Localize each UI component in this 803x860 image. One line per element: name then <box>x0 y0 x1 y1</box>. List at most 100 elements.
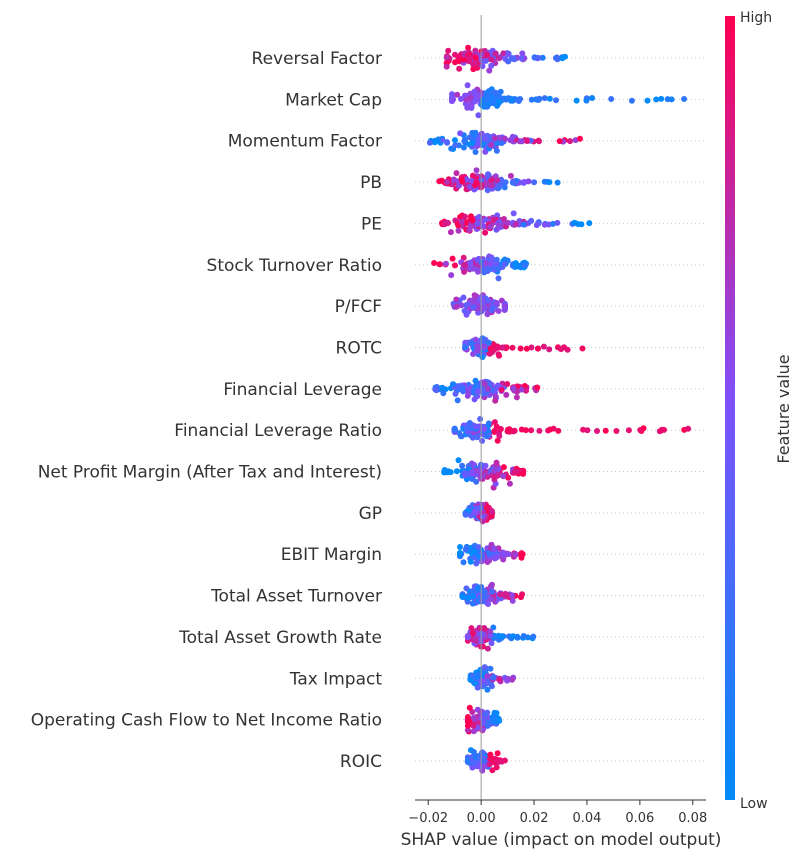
shap-point <box>457 130 464 137</box>
shap-point <box>488 596 495 603</box>
shap-point <box>485 339 492 346</box>
shap-point <box>463 425 470 432</box>
shap-point <box>469 672 476 679</box>
shap-point <box>436 261 443 268</box>
shap-point <box>559 55 566 62</box>
shap-point <box>454 397 461 404</box>
shap-point <box>491 135 498 142</box>
shap-point <box>492 397 499 404</box>
feature-rows: Reversal Factor Market Cap Momentum Factor… <box>31 44 706 774</box>
shap-point <box>518 550 525 557</box>
shap-point <box>498 181 504 187</box>
feature-row: Total Asset Turnover <box>210 581 706 607</box>
shap-point <box>469 469 476 476</box>
shap-point <box>463 176 470 183</box>
shap-point <box>579 345 586 352</box>
shap-point <box>555 427 562 434</box>
shap-point <box>481 625 488 632</box>
shap-point <box>471 396 478 403</box>
shap-point <box>465 301 472 307</box>
shap-point <box>613 428 620 434</box>
feature-row: PB <box>360 167 706 194</box>
shap-point <box>573 97 580 104</box>
shap-point <box>479 749 486 756</box>
shap-point <box>449 97 455 104</box>
shap-point <box>481 678 487 685</box>
shap-point <box>547 426 554 433</box>
shap-point <box>518 55 525 62</box>
shap-point <box>460 262 467 268</box>
feature-label: P/FCF <box>335 297 382 317</box>
x-tick-label: −0.02 <box>408 811 448 826</box>
shap-point <box>483 181 490 188</box>
shap-point <box>470 304 477 311</box>
shap-point <box>528 96 535 103</box>
shap-point <box>469 600 476 607</box>
shap-point <box>546 346 553 353</box>
shap-point <box>444 139 451 146</box>
shap-point <box>484 51 491 58</box>
shap-point <box>528 217 535 224</box>
shap-point <box>479 63 486 70</box>
shap-point <box>488 62 495 69</box>
shap-point <box>488 640 495 647</box>
shap-point <box>476 671 483 678</box>
feature-row: Total Asset Growth Rate <box>178 624 706 652</box>
shap-point <box>510 428 517 435</box>
shap-point <box>491 546 498 553</box>
shap-point <box>495 275 502 282</box>
shap-point <box>459 593 466 600</box>
shap-point <box>473 167 480 174</box>
shap-point <box>524 138 530 144</box>
shap-point <box>475 112 482 119</box>
shap-point <box>512 262 519 269</box>
shap-point <box>501 302 508 309</box>
shap-point <box>433 137 440 144</box>
shap-point <box>471 88 478 95</box>
shap-point <box>659 426 666 433</box>
shap-point <box>470 265 477 272</box>
shap-point <box>479 354 486 361</box>
shap-point <box>490 216 497 223</box>
shap-point <box>441 221 448 228</box>
shap-point <box>478 130 485 137</box>
shap-point <box>485 101 492 108</box>
shap-point <box>492 50 499 57</box>
shap-point <box>509 592 516 599</box>
shap-point <box>468 625 475 632</box>
shap-point <box>477 92 484 99</box>
feature-row: GP <box>359 501 706 525</box>
shap-point <box>447 229 454 236</box>
shap-point <box>474 585 481 592</box>
shap-point <box>589 95 596 101</box>
shap-point <box>454 91 461 98</box>
shap-point <box>452 262 458 269</box>
shap-point <box>556 138 563 145</box>
shap-point <box>453 170 460 177</box>
shap-point <box>504 428 511 435</box>
x-axis-label: SHAP value (impact on model output) <box>401 830 722 850</box>
shap-point <box>456 65 463 72</box>
shap-point <box>469 217 476 224</box>
shap-point <box>464 758 471 765</box>
shap-point <box>485 601 492 607</box>
shap-point <box>644 97 651 104</box>
shap-point <box>488 307 495 314</box>
shap-point <box>494 382 501 389</box>
shap-point <box>494 265 501 272</box>
shap-point <box>567 138 573 145</box>
shap-point <box>487 751 494 758</box>
shap-point <box>457 550 463 557</box>
shap-point <box>472 423 479 430</box>
shap-point <box>484 473 491 480</box>
shap-point <box>554 179 561 186</box>
shap-point <box>528 344 535 351</box>
feature-label: Total Asset Growth Rate <box>178 628 382 648</box>
shap-point <box>498 758 505 765</box>
shap-point <box>491 429 498 435</box>
shap-point <box>452 59 459 66</box>
shap-point <box>495 466 502 473</box>
shap-point <box>472 54 479 61</box>
shap-point <box>493 758 500 765</box>
